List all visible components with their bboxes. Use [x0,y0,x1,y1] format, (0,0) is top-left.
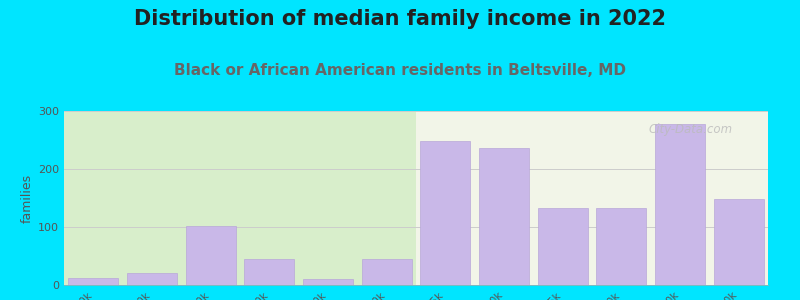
Bar [421,141,470,285]
Bar [127,273,177,285]
Text: Distribution of median family income in 2022: Distribution of median family income in … [134,9,666,29]
Bar [479,148,529,285]
Bar [538,208,587,285]
Bar [714,199,763,285]
Y-axis label: families: families [21,173,34,223]
Bar [655,124,705,285]
Bar [362,259,411,285]
Bar [186,226,235,285]
Bar [596,208,646,285]
Text: Black or African American residents in Beltsville, MD: Black or African American residents in B… [174,63,626,78]
Bar [64,111,416,285]
Bar [303,279,353,285]
Bar [69,278,118,285]
Bar [245,259,294,285]
Text: City-Data.com: City-Data.com [648,123,733,136]
